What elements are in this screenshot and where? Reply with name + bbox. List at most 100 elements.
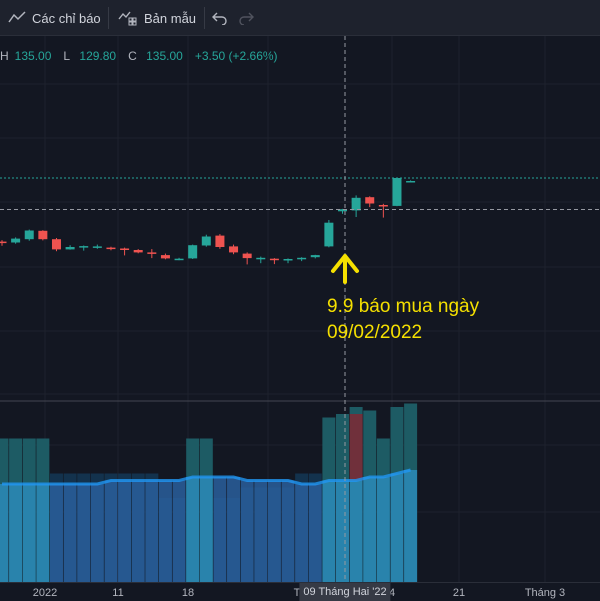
candle-body: [120, 248, 130, 250]
volume-ma-fill: [9, 484, 23, 582]
volume-ma-fill: [281, 480, 295, 582]
chart-toolbar: Các chỉ báo Bản mẫu: [0, 0, 600, 36]
volume-ma-fill: [104, 480, 118, 582]
candle-body: [147, 252, 157, 254]
candle-body: [351, 197, 361, 211]
close-value: 135.00: [146, 49, 183, 63]
candle-body: [174, 258, 184, 261]
candle-body: [406, 181, 416, 183]
volume-ma-fill: [77, 484, 91, 582]
ohlc-legend: H 135.00 L 129.80 C 135.00 +3.50 (+2.66%): [0, 49, 284, 63]
x-tick: 4: [388, 587, 396, 599]
candle-body: [229, 246, 239, 253]
volume-ma-fill: [118, 480, 132, 582]
candle-body: [92, 246, 102, 248]
chart-grid: [0, 36, 600, 582]
x-tick: 11: [112, 587, 124, 599]
volume-ma-line: [2, 468, 411, 486]
candle-body: [365, 197, 375, 204]
candle-body: [65, 247, 75, 250]
indicators-icon: [8, 11, 26, 25]
candle-body: [338, 209, 347, 212]
volume-ma-fill: [267, 480, 281, 582]
candle-body: [201, 236, 211, 246]
volume-ma-fill: [308, 484, 322, 582]
indicators-button[interactable]: Các chỉ báo: [8, 0, 101, 36]
x-tick: T: [293, 587, 301, 599]
toolbar-divider: [108, 7, 109, 29]
volume-ma-fill: [376, 477, 390, 582]
redo-button[interactable]: [238, 0, 254, 36]
candle-body: [38, 230, 48, 240]
candles: [0, 178, 416, 265]
x-tick: 2022: [32, 587, 58, 599]
indicators-label: Các chỉ báo: [32, 10, 101, 26]
volume-ma-fill: [390, 473, 404, 582]
candle-body: [283, 259, 293, 261]
volume-ma-fill: [49, 484, 63, 582]
crosshair-date-label: 09 Tháng Hai '22: [299, 583, 391, 601]
close-label: C: [128, 49, 137, 63]
candle-body: [160, 255, 170, 259]
high-label: H: [0, 49, 9, 63]
volume-ma-fill: [404, 470, 418, 582]
candle-body: [79, 246, 89, 248]
candle-body: [256, 257, 266, 260]
volume-bar-down: [349, 414, 363, 481]
volume-ma-fill: [145, 480, 159, 582]
templates-label: Bản mẫu: [144, 10, 197, 26]
candle-body: [24, 230, 34, 240]
candle-body: [188, 245, 198, 259]
candle-body: [133, 250, 143, 253]
low-label: L: [63, 49, 71, 63]
volume-ma-fill: [363, 477, 377, 582]
candle-body: [378, 205, 388, 207]
low-value: 129.80: [79, 49, 117, 63]
volume-ma-fill: [295, 484, 309, 582]
volume-ma-fill: [227, 477, 241, 582]
toolbar-divider: [204, 7, 205, 29]
volume-ma-fill: [36, 484, 50, 582]
candle-body: [310, 255, 320, 258]
annotation-line-1: 9.9 báo mua ngày: [327, 296, 480, 317]
volume-ma-fill: [90, 484, 104, 582]
candle-body: [242, 253, 252, 259]
volume-ma-fill: [186, 477, 200, 582]
undo-icon: [212, 11, 228, 25]
undo-button[interactable]: [212, 0, 228, 36]
candle-body: [11, 238, 21, 243]
volume-ma-fill: [63, 484, 77, 582]
volume-ma-fill: [199, 477, 213, 582]
price-chart[interactable]: [0, 36, 600, 582]
volume-ma-fill: [254, 480, 268, 582]
candle-body: [106, 247, 116, 250]
change-value: +3.50 (+2.66%): [194, 49, 278, 63]
x-tick: Tháng 3: [524, 587, 566, 599]
volume-ma-fill: [240, 480, 254, 582]
redo-icon: [238, 11, 254, 25]
templates-grid-icon: [118, 10, 138, 26]
candle-body: [215, 235, 225, 247]
volume-ma-fill: [336, 480, 349, 582]
volume-ma-fill: [0, 484, 9, 582]
candle-body: [392, 178, 402, 206]
volume-ma-fill: [158, 480, 172, 582]
time-axis[interactable]: 2022 11 18 T 4 21 Tháng 3 09 Tháng Hai '…: [0, 582, 600, 601]
annotation-line-2: 09/02/2022: [327, 322, 423, 343]
volume-ma-fill: [322, 480, 336, 582]
arrow-up-icon: [331, 254, 359, 284]
volume-ma-fill: [172, 480, 186, 582]
high-value: 135.00: [14, 49, 52, 63]
candle-body: [297, 257, 307, 260]
templates-button[interactable]: Bản mẫu: [118, 0, 196, 36]
candle-body: [0, 241, 7, 244]
candle-body: [269, 258, 279, 261]
volume-ma-fill: [213, 477, 227, 582]
candle-body: [324, 222, 334, 247]
volume-pane: [0, 403, 418, 582]
x-tick: 21: [452, 587, 466, 599]
crosshair: [0, 36, 600, 582]
volume-ma-fill: [22, 484, 36, 582]
x-tick: 18: [181, 587, 195, 599]
volume-ma-fill: [349, 480, 363, 582]
